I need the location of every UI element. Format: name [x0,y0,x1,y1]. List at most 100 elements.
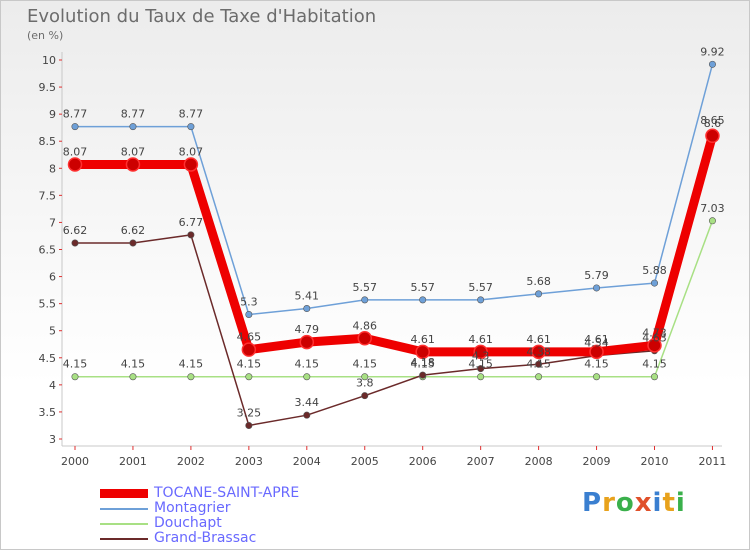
data-point [650,279,658,287]
data-point [245,373,253,381]
chart-title: Evolution du Taux de Taxe d'Habitation [27,6,377,27]
data-label: 9.92 [700,45,725,58]
data-point [531,344,546,360]
y-tick-label: 4.5 [39,352,57,365]
data-label: 4.61 [526,333,551,346]
data-label: 3.44 [295,396,320,409]
x-tick-label: 2011 [698,455,726,468]
legend-label: Grand-Brassac [154,530,257,546]
y-tick-label: 10 [42,54,56,67]
x-tick-label: 2009 [583,455,611,468]
legend-label: Douchapt [154,515,222,531]
data-label: 4.15 [584,358,609,371]
data-point [593,373,601,381]
data-label: 4.3 [472,350,490,363]
data-label: 5.41 [295,290,320,303]
data-label: 8.65 [700,114,725,127]
legend-item: Grand-Brassac [100,531,299,546]
logo-letter: i [675,488,686,518]
data-label: 4.61 [468,333,493,346]
x-tick-label: 2004 [293,455,321,468]
data-point [187,231,195,239]
data-point [647,338,662,353]
data-point [303,305,311,313]
data-point [477,296,485,304]
data-point [477,373,485,381]
data-point [415,344,430,360]
y-tick-label: 7.5 [39,189,57,202]
data-point [303,411,311,419]
data-label: 5.68 [526,275,551,288]
data-point [650,373,658,381]
data-label: 4.63 [642,332,667,345]
legend-swatch [100,507,148,510]
data-point [419,371,427,379]
data-point [245,421,253,429]
data-label: 5.79 [584,269,609,282]
data-label: 4.38 [526,345,551,358]
x-tick-label: 2003 [235,455,263,468]
data-label: 8.07 [63,145,88,158]
x-tick-label: 2008 [525,455,553,468]
y-tick-label: 7 [49,216,56,229]
data-point [708,217,716,225]
logo-letter: x [634,488,653,518]
logo-letter: i [652,488,663,518]
data-label: 5.57 [353,281,378,294]
logo-letter: r [602,488,616,518]
data-label: 4.15 [237,358,262,371]
data-point [125,157,141,172]
y-tick-label: 8 [49,162,56,175]
x-tick-label: 2005 [351,455,379,468]
x-tick-label: 2001 [119,455,147,468]
data-label: 4.15 [63,358,88,371]
data-point [535,290,543,298]
data-point [589,344,604,360]
data-label: 6.62 [121,224,146,237]
data-point [357,331,372,346]
data-label: 4.15 [179,358,204,371]
data-label: 4.15 [295,358,320,371]
data-label: 4.18 [410,356,435,369]
series-line-tocane-saint-apre [75,134,717,357]
x-tick-label: 2010 [641,455,669,468]
data-label: 4.15 [468,358,493,371]
data-point [303,373,311,381]
x-tick-label: 2007 [467,455,495,468]
series-line-douchapt [75,220,714,378]
data-label: 4.61 [584,333,609,346]
x-tick-label: 2006 [409,455,437,468]
data-point [241,342,257,357]
data-label: 4.86 [353,319,378,332]
x-tick-label: 2000 [61,455,89,468]
data-point [361,392,369,400]
y-tick-label: 9.5 [39,81,57,94]
data-label: 5.3 [240,295,258,308]
legend-label: Montagrier [154,500,231,516]
chart-subtitle: (en %) [27,29,64,42]
series-line-grand-brassac [75,132,714,427]
data-label: 4.15 [410,358,435,371]
data-label: 4.15 [121,358,146,371]
data-label: 8.77 [121,108,146,121]
data-label: 3.8 [356,377,374,390]
y-tick-label: 3 [49,433,56,446]
y-tick-label: 8.5 [39,135,57,148]
data-point [67,157,83,172]
data-point [299,334,315,350]
proxiti-logo: Proxiti [582,488,686,518]
data-point [535,373,543,381]
data-point [708,60,716,68]
data-point [187,373,195,381]
data-point [361,373,369,381]
data-label: 8.77 [63,108,88,121]
legend-swatch [100,522,148,525]
y-tick-label: 9 [49,108,56,121]
data-label: 4.65 [237,331,262,344]
data-label: 8.07 [121,145,146,158]
data-point [129,123,137,131]
logo-letter: o [615,488,635,518]
data-label: 6.62 [63,224,88,237]
y-tick-label: 5 [49,325,56,338]
